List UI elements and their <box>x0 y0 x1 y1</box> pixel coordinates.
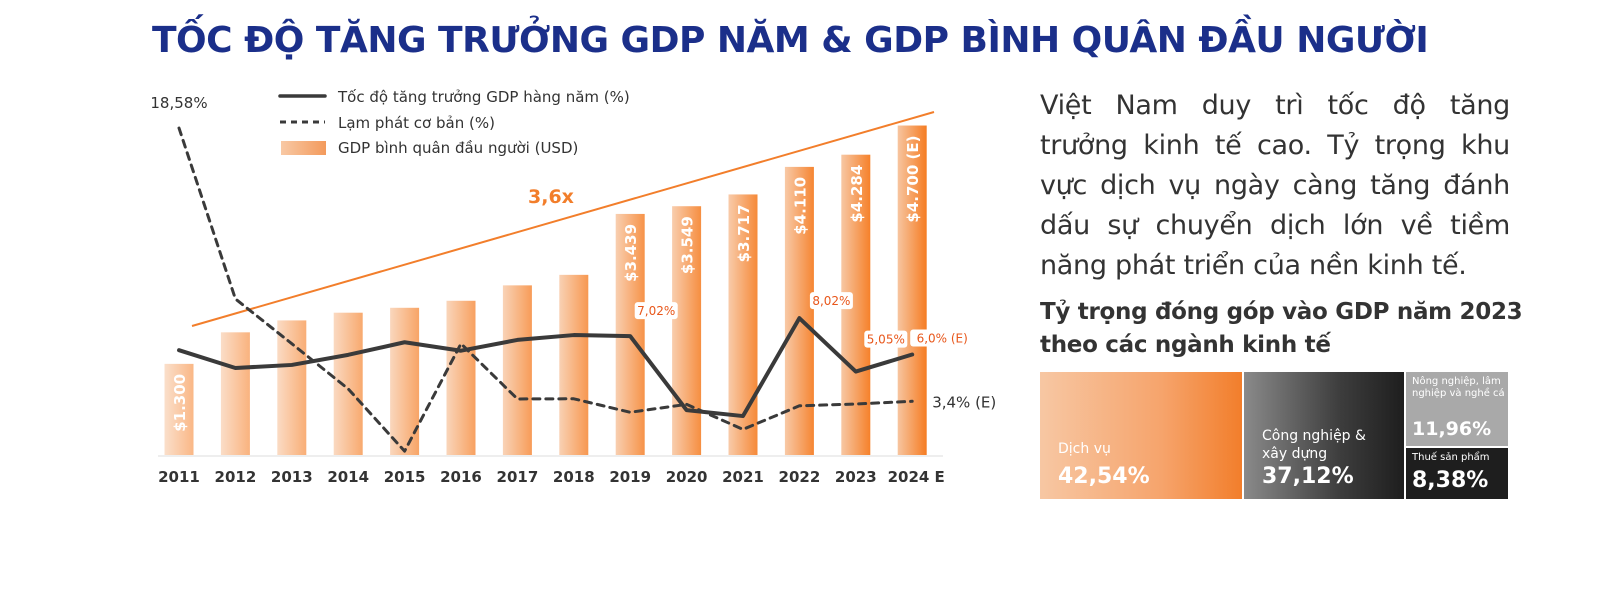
share-block-services: Dịch vụ 42,54% <box>1040 372 1242 499</box>
point-label-bg <box>910 329 975 347</box>
legend-label-gdp-per-capita: GDP bình quân đầu người (USD) <box>338 139 578 157</box>
x-tick-label: 2020 <box>666 468 708 486</box>
legend-bar-swatch <box>281 141 326 155</box>
bar-2016 <box>446 300 476 455</box>
point-label-bg <box>809 292 853 310</box>
bar-2011 <box>164 363 194 455</box>
bar-2018 <box>559 274 589 455</box>
point-label-bg <box>864 330 908 348</box>
industry-percent: 37,12% <box>1262 464 1354 489</box>
bar-value-label: $4.110 <box>791 177 809 235</box>
trend-annotation: 3,6x <box>528 186 574 208</box>
bar-2020 <box>672 206 702 455</box>
legend-label-inflation: Lạm phát cơ bản (%) <box>338 114 495 132</box>
tax-percent: 8,38% <box>1412 468 1489 493</box>
bar-value-label: $3.439 <box>622 224 640 282</box>
x-tick-label: 2016 <box>440 468 482 486</box>
x-tick-label: 2011 <box>158 468 200 486</box>
x-axis-labels: 2011 2012 2013 2014 2015 2016 2017 2018 2019 2020… <box>158 468 945 486</box>
bar-2013 <box>277 320 307 455</box>
agriculture-label: Nông nghiệp, lâm nghiệp và nghề cá <box>1412 376 1505 399</box>
x-tick-label: 2015 <box>384 468 426 486</box>
x-tick-label: 2024 E <box>888 468 945 486</box>
bar-2017 <box>502 285 532 455</box>
growth-point-label: 6,0% (E) <box>917 332 968 346</box>
growth-point-label: 8,02% <box>812 294 850 308</box>
gdp-growth-line <box>177 316 915 419</box>
services-label: Dịch vụ <box>1058 441 1111 457</box>
point-label-bg <box>634 302 678 320</box>
inflation-point-label: 18,58% <box>150 94 207 112</box>
x-tick-label: 2014 <box>327 468 369 486</box>
legend-label-growth: Tốc độ tăng trưởng GDP hàng năm (%) <box>337 88 630 106</box>
x-tick-label: 2012 <box>215 468 257 486</box>
bar-value-label: $3.717 <box>735 204 753 262</box>
bar-value-label: $3.549 <box>679 216 697 274</box>
share-block-industry: Công nghiệp & xây dựng 37,12% <box>1244 372 1404 499</box>
description-text: Việt Nam duy trì tốc độ tăng trưởng kinh… <box>1040 90 1510 281</box>
x-tick-label: 2023 <box>835 468 877 486</box>
bar-value-label: $4.700 (E) <box>904 136 922 223</box>
x-tick-label: 2019 <box>609 468 651 486</box>
bar-2014 <box>333 312 363 455</box>
bar-value-label: $4.284 <box>848 165 866 223</box>
bar-labels-layer: $1.300 $3.439 $3.549 $3.717 $4.110 $4.284 $4.7… <box>171 136 922 432</box>
chart-legend: Tốc độ tăng trưởng GDP hàng năm (%) Lạm … <box>278 88 630 157</box>
lines-layer <box>177 126 915 453</box>
inflation-point-label: 3,4% (E) <box>932 393 996 411</box>
bar-value-label: $1.300 <box>171 374 189 432</box>
page-title: TỐC ĐỘ TĂNG TRƯỞNG GDP NĂM & GDP BÌNH QU… <box>152 20 1429 61</box>
x-tick-label: 2022 <box>779 468 821 486</box>
x-tick-label: 2013 <box>271 468 313 486</box>
share-title: Tỷ trọng đóng góp vào GDP năm 2023 theo … <box>1040 299 1523 358</box>
x-tick-label: 2021 <box>722 468 764 486</box>
share-block-agriculture: Nông nghiệp, lâm nghiệp và nghề cá 11,96… <box>1406 372 1508 446</box>
tax-label: Thuế sản phẩm <box>1412 452 1490 463</box>
services-percent: 42,54% <box>1058 464 1150 489</box>
x-tick-label: 2018 <box>553 468 595 486</box>
growth-point-label: 5,05% <box>867 333 905 347</box>
trend-layer: 3,6x <box>191 111 935 327</box>
industry-label: Công nghiệp & xây dựng <box>1262 428 1366 462</box>
bar-2021 <box>728 194 758 455</box>
gdp-chart: $1.300 $3.439 $3.549 $3.717 $4.110 $4.284 $4.7… <box>150 88 996 486</box>
bar-2012 <box>220 332 250 455</box>
point-labels-layer: 7,02% 8,02% 5,05% 6,0% (E) 18,58% 3,4% (E) <box>150 94 996 411</box>
trend-line <box>191 111 935 327</box>
x-tick-label: 2017 <box>497 468 539 486</box>
inflation-line <box>177 126 914 453</box>
growth-point-label: 7,02% <box>637 304 675 318</box>
share-block-tax: Thuế sản phẩm 8,38% <box>1406 448 1508 499</box>
agriculture-percent: 11,96% <box>1412 418 1492 440</box>
